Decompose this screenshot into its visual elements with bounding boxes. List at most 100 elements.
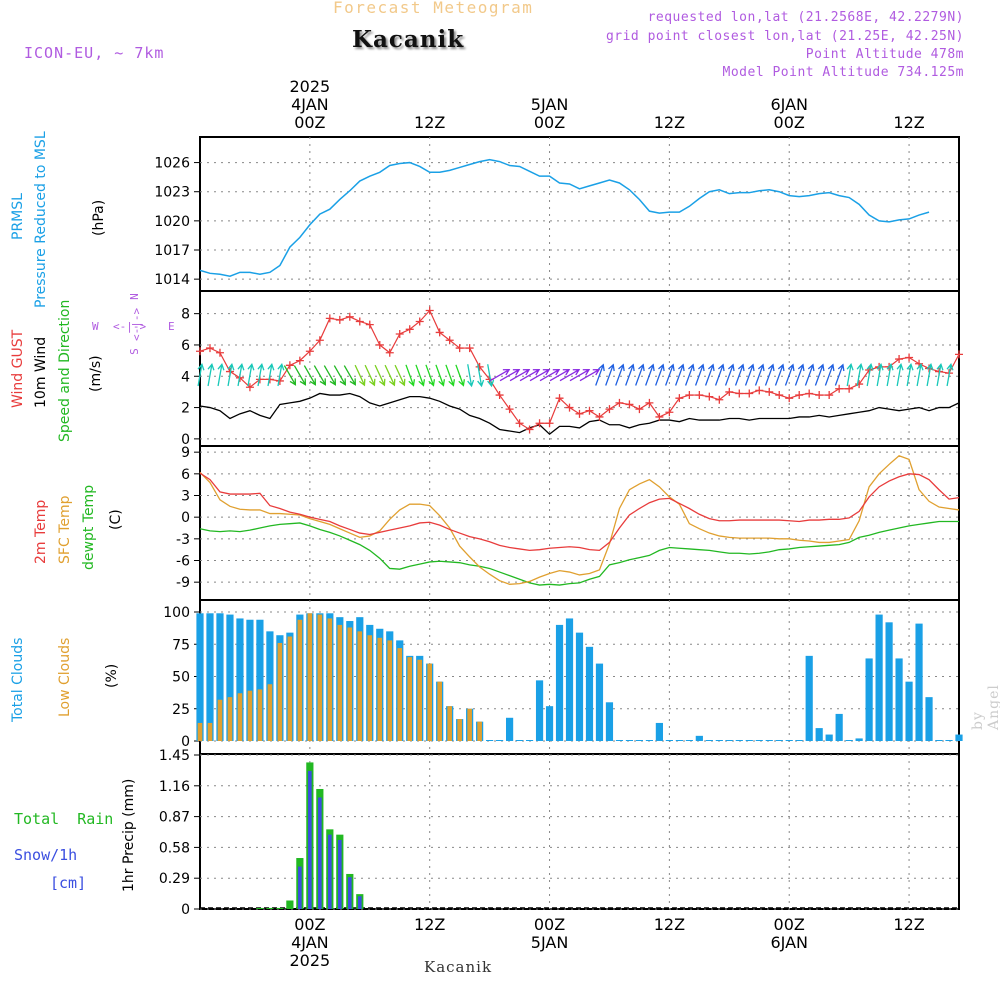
gust-marker (785, 394, 794, 403)
gust-marker (635, 405, 644, 414)
gust-marker (685, 391, 694, 400)
total-cloud-bar (815, 728, 823, 741)
gust-marker (475, 362, 484, 371)
wind-direction-arrow (467, 364, 475, 388)
wind-direction-arrow (445, 364, 456, 387)
y-tick-label: 0.29 (159, 871, 190, 887)
y-tick-label: 1017 (154, 243, 190, 259)
total-cloud-bar (695, 735, 703, 741)
total-cloud-bar (795, 740, 803, 741)
wind-direction-arrow (374, 364, 386, 387)
y-tick-label: -6 (176, 554, 190, 570)
gust-marker (805, 389, 814, 398)
model-label: ICON-EU, ~ 7km (24, 44, 165, 62)
wind-direction-arrow (529, 368, 551, 382)
y-tick-label: 3 (181, 489, 190, 505)
wind-direction-arrow (197, 362, 205, 387)
gust-marker (735, 389, 744, 398)
wind-direction-arrow (283, 365, 297, 386)
wind-direction-arrow (886, 362, 894, 387)
snow-bar (338, 839, 342, 909)
low-cloud-bar (207, 722, 213, 741)
prmsl-line (199, 158, 930, 278)
label-snow-1h: Snow/1h (14, 846, 78, 864)
wind-direction-arrow (635, 363, 645, 386)
wind-direction-arrow (237, 362, 245, 387)
low-cloud-bar (337, 624, 343, 741)
compass-ew-glyph: <-|-> (113, 320, 147, 333)
gust-marker (465, 344, 474, 353)
y-tick-label: 1026 (154, 156, 190, 172)
total-cloud-bar (605, 702, 614, 741)
y-tick-label: -3 (176, 532, 190, 548)
gust-marker (625, 400, 634, 409)
rain-bar (286, 900, 294, 909)
wind-direction-arrow (906, 362, 914, 387)
gust-marker (755, 386, 764, 395)
gust-marker (825, 391, 834, 400)
bottom-time-label: 12Z (893, 915, 924, 934)
gust-marker (325, 314, 334, 323)
wind-direction-arrow (477, 364, 485, 388)
snow-bar (298, 866, 302, 909)
total-cloud-bar (555, 624, 564, 741)
low-cloud-bar (317, 614, 323, 741)
y-tick-label: 50 (172, 670, 190, 686)
chart-subtitle: Forecast Meteogram (333, 0, 534, 17)
top-time-label: 00Z (774, 113, 805, 132)
total-cloud-bar (196, 613, 204, 741)
label-total-rain: Total Rain (14, 810, 114, 828)
snow-bar (328, 834, 332, 909)
total-cloud-bar (585, 646, 594, 741)
gust-marker (405, 325, 414, 334)
gust-marker (335, 315, 344, 324)
y-tick-label: 25 (172, 702, 190, 718)
total-cloud-bar (535, 680, 544, 741)
low-cloud-bar (477, 721, 482, 741)
requested-coords: requested lon,lat (21.2568E, 42.2279N) (647, 10, 964, 25)
wind-direction-arrow (293, 365, 307, 386)
gust-marker (215, 348, 224, 357)
snow-bar (348, 877, 352, 909)
wind-direction-arrow (489, 368, 511, 382)
y-tick-label: 8 (181, 307, 190, 323)
total-cloud-bar (805, 655, 813, 741)
top-time-label: 2025 (289, 77, 330, 96)
gust-marker (905, 353, 914, 362)
wind-direction-arrow (539, 368, 561, 382)
gust-marker (835, 384, 844, 393)
bottom-time-label: 12Z (654, 915, 685, 934)
wind-direction-arrow (804, 363, 815, 386)
low-cloud-bar (457, 719, 462, 741)
y-tick-label: 4 (181, 369, 190, 385)
wind-direction-arrow (333, 365, 346, 386)
total-cloud-bar (955, 734, 963, 741)
total-cloud-bar (715, 740, 723, 741)
panel-frame-temperature (199, 445, 960, 601)
wind-direction-arrow (824, 363, 835, 386)
wind-direction-arrow (916, 362, 924, 387)
gust-marker (815, 391, 824, 400)
wind-direction-arrow (846, 362, 854, 387)
low-cloud-bar (417, 659, 423, 741)
low-cloud-bar (287, 636, 293, 741)
total-cloud-bar (486, 740, 494, 741)
gust-marker (665, 408, 674, 417)
total-cloud-bar (925, 697, 933, 741)
gust-marker (395, 330, 404, 338)
wind-direction-arrow (714, 363, 725, 386)
low-cloud-bar (397, 648, 403, 741)
total-cloud-bar (755, 740, 763, 741)
gust-marker (775, 391, 784, 400)
wind-direction-arrow (946, 362, 954, 387)
wind-direction-arrow (724, 363, 735, 386)
gust-marker (725, 387, 734, 396)
wind-direction-arrow (694, 363, 705, 386)
gust-marker (435, 328, 444, 337)
low-cloud-bar (407, 657, 413, 741)
wind-direction-arrow (519, 368, 541, 382)
low-cloud-bar (347, 627, 353, 741)
snow-bar (357, 896, 362, 909)
low-cloud-bar (237, 693, 243, 741)
wind-direction-arrow (754, 363, 765, 386)
